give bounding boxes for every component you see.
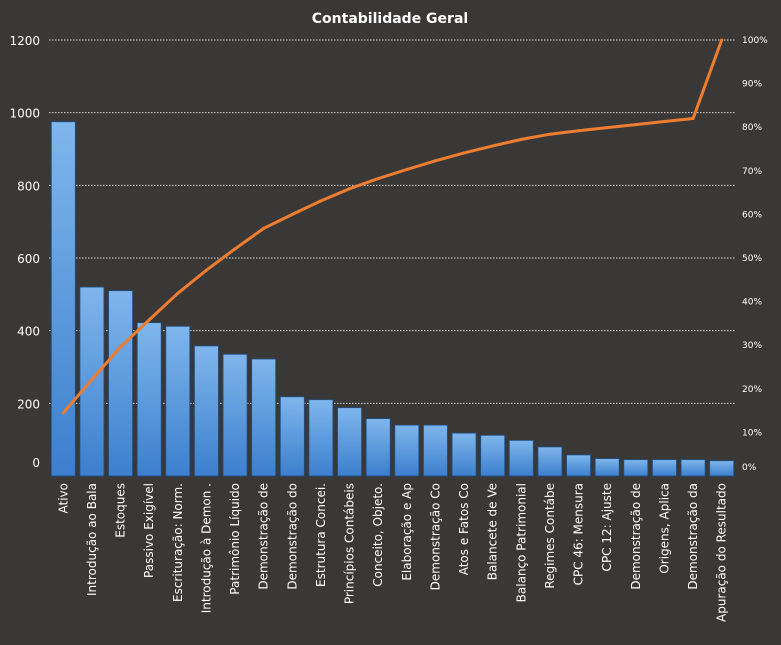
right-tick-label: 60% <box>742 210 762 220</box>
right-tick-label: 30% <box>742 341 762 351</box>
line-point <box>548 132 552 136</box>
line-point <box>176 291 180 295</box>
category-label: CPC 12: Ajuste <box>600 483 614 571</box>
gridlines <box>49 39 736 404</box>
line-point <box>147 318 151 322</box>
right-tick-label: 50% <box>742 254 762 264</box>
category-label: Demonstração Co <box>428 483 442 590</box>
line-point <box>634 123 638 127</box>
right-axis-ticks: 0% 10% 20% 30% 40% 50% 60% 70% 80% 90% 100% <box>742 36 768 473</box>
category-labels: Ativo Introdução ao Bala Estoques Passivo E… <box>56 483 728 622</box>
category-label: Origens, Aplica <box>657 483 671 574</box>
category-label: Demonstração de <box>629 483 643 590</box>
left-tick-label: 800 <box>17 179 40 193</box>
category-label: Princípios Contábeis <box>343 483 357 604</box>
bar <box>508 439 534 477</box>
right-tick-label: 20% <box>742 385 762 395</box>
left-tick-label: 600 <box>17 252 40 266</box>
bar <box>652 459 677 477</box>
line-point <box>720 38 724 42</box>
line-point <box>519 137 523 141</box>
cumulative-line-path <box>61 38 724 415</box>
bar <box>308 399 334 477</box>
line-point <box>233 247 237 251</box>
category-label: CPC 46: Mensura <box>572 483 586 585</box>
line-point <box>433 159 437 163</box>
bar <box>566 454 591 477</box>
bar <box>337 407 362 477</box>
bar <box>136 322 162 477</box>
category-label: Ativo <box>56 483 70 513</box>
category-label: Patrimônio Líquido <box>228 483 242 595</box>
right-tick-label: 70% <box>742 167 762 177</box>
bar <box>594 458 620 477</box>
category-label: Demonstração da <box>686 483 700 590</box>
category-label: Demonstração de <box>257 483 271 590</box>
category-label: Conceito, Objeto. <box>371 483 385 587</box>
bar <box>50 121 76 477</box>
bar <box>709 460 735 477</box>
line-point <box>290 212 294 216</box>
bars <box>50 121 735 477</box>
category-label: Atos e Fatos Co <box>457 483 471 575</box>
bar <box>165 325 191 477</box>
line-point <box>119 345 123 349</box>
left-tick-label: 1000 <box>9 107 40 121</box>
line-point <box>577 129 581 133</box>
right-tick-label: 0% <box>742 463 757 473</box>
bar <box>680 459 706 477</box>
bar <box>394 424 420 477</box>
right-tick-label: 90% <box>742 80 762 90</box>
line-point <box>262 226 266 230</box>
line-point <box>405 167 409 171</box>
bar <box>279 396 305 477</box>
category-label: Regimes Contábe <box>543 483 557 589</box>
bar <box>108 290 133 477</box>
right-tick-label: 40% <box>742 298 762 308</box>
line-point <box>376 177 380 181</box>
line-point <box>61 411 65 415</box>
bar <box>537 446 563 477</box>
category-label: Demonstração do <box>285 483 299 590</box>
right-tick-label: 10% <box>742 428 762 438</box>
chart-title: Contabilidade Geral <box>312 11 468 27</box>
category-label: Apuração do Resultado <box>715 483 729 622</box>
left-tick-label: 200 <box>17 397 40 411</box>
category-label: Estoques <box>114 483 128 538</box>
category-label: Estrutura Concei. <box>314 483 328 587</box>
category-label: Introdução ao Bala <box>85 483 99 596</box>
category-label: Passivo Exigível <box>142 483 156 578</box>
line-point <box>462 151 466 155</box>
bar <box>423 424 448 477</box>
bar <box>251 358 277 477</box>
left-tick-label: 400 <box>17 325 40 339</box>
category-label: Balancete de Ve <box>486 483 500 580</box>
left-tick-label: 1200 <box>9 34 40 48</box>
bar <box>365 418 391 477</box>
line-point <box>605 126 609 130</box>
line-point <box>691 116 695 120</box>
right-tick-label: 100% <box>742 36 768 46</box>
bar <box>451 432 477 477</box>
left-tick-label: 0 <box>32 456 40 470</box>
category-label: Elaboração e Ap <box>400 483 414 581</box>
cumulative-line <box>61 38 724 415</box>
line-point <box>662 120 666 124</box>
bar <box>623 459 649 477</box>
bar <box>194 345 219 477</box>
category-label: Escrituração: Norm. <box>171 483 185 602</box>
line-point <box>204 268 208 272</box>
line-point <box>491 144 495 148</box>
left-axis-ticks: 0 200 400 600 800 1000 1200 <box>9 34 40 470</box>
line-point <box>348 187 352 191</box>
category-label: Balanço Patrimonial <box>514 483 528 602</box>
line-point <box>319 199 323 203</box>
right-tick-label: 80% <box>742 123 762 133</box>
line-point <box>90 378 94 382</box>
category-label: Introdução à Demon . <box>199 483 213 613</box>
bar <box>480 434 506 477</box>
bar <box>222 353 248 477</box>
